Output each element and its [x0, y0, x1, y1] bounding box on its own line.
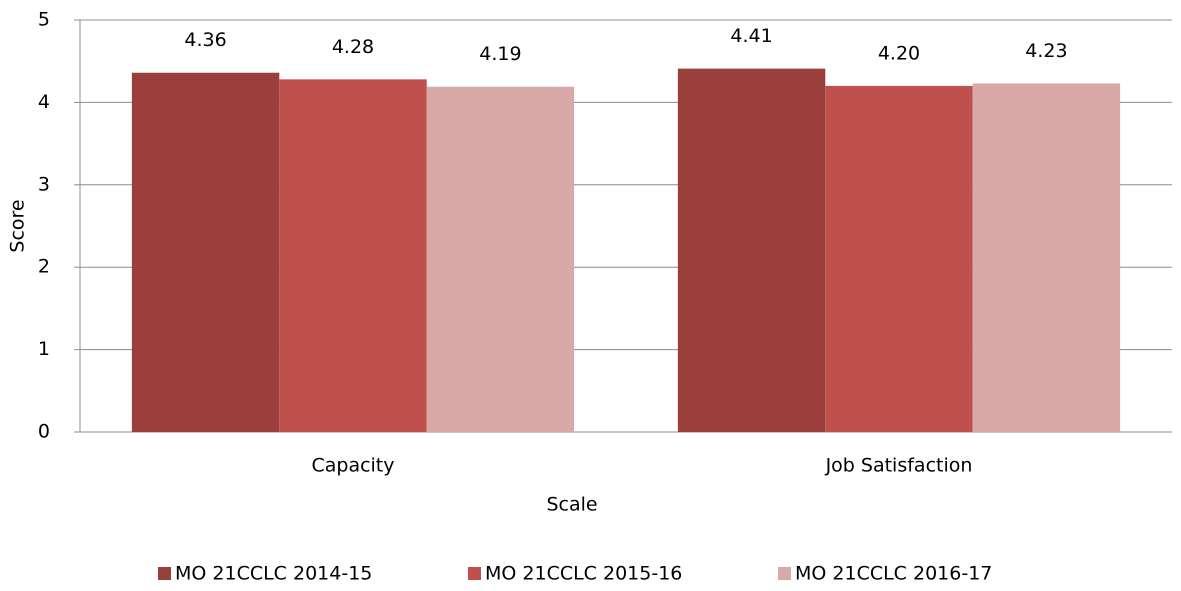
bar	[972, 83, 1121, 432]
legend-label: MO 21CCLC 2015-16	[485, 563, 682, 585]
legend-swatch	[468, 567, 481, 580]
value-label: 4.23	[1025, 40, 1067, 62]
legend-label: MO 21CCLC 2014-15	[175, 563, 372, 585]
value-label: 4.20	[878, 42, 920, 64]
value-label: 4.36	[184, 29, 226, 51]
y-axis-title: Score	[7, 199, 29, 252]
y-tick-label: 3	[38, 173, 50, 195]
bar	[825, 85, 973, 433]
bar	[131, 72, 280, 433]
y-tick-label: 1	[38, 338, 50, 360]
x-tick-label: Job Satisfaction	[825, 455, 973, 477]
y-tick-label: 5	[38, 9, 50, 31]
y-tick-label: 4	[38, 91, 50, 113]
y-tick-label: 2	[38, 256, 50, 278]
bar	[426, 86, 575, 432]
legend-label: MO 21CCLC 2016-17	[795, 563, 992, 585]
bar	[279, 79, 427, 432]
x-tick-label: Capacity	[311, 455, 394, 477]
x-axis-title: Scale	[546, 494, 597, 516]
legend-swatch	[158, 567, 171, 580]
bar	[677, 68, 826, 432]
value-label: 4.19	[479, 43, 521, 65]
y-tick-label: 0	[38, 421, 50, 443]
value-label: 4.28	[332, 36, 374, 58]
legend-swatch	[778, 567, 791, 580]
value-label: 4.41	[730, 25, 772, 47]
